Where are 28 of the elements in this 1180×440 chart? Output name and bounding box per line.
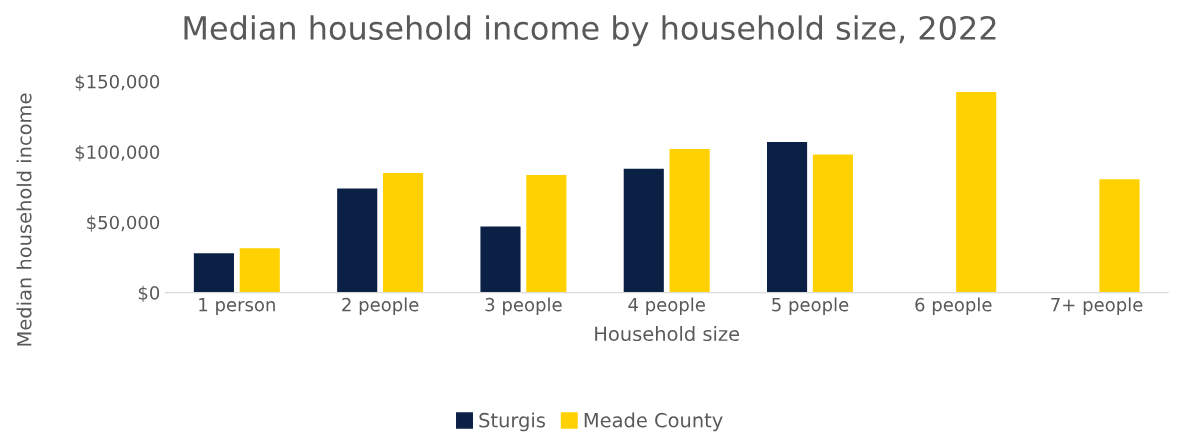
y-tick-label: $150,000 — [75, 74, 160, 91]
bar — [669, 148, 710, 293]
bar — [480, 226, 521, 293]
bar — [239, 248, 280, 293]
legend-label: Sturgis — [479, 412, 545, 432]
bar — [526, 175, 567, 293]
x-tick-label: 1 person — [199, 298, 275, 315]
chart-title: Median household income by household size, 2022 — [184, 15, 996, 47]
x-tick-label: 2 people — [342, 297, 419, 315]
bar — [382, 172, 424, 293]
x-tick-label: 7+ people — [1051, 297, 1143, 315]
y-tick-label: $50,000 — [87, 215, 160, 232]
bar — [193, 253, 234, 293]
x-axis-title: Household size — [595, 326, 740, 342]
x-tick-label: 5 people — [772, 297, 849, 315]
x-tick-label: 3 people — [485, 297, 562, 315]
bar — [623, 168, 664, 293]
bar — [1099, 179, 1140, 293]
y-axis-title: Median household income — [16, 93, 32, 346]
bar — [337, 188, 378, 293]
y-tick-label: $100,000 — [75, 144, 160, 162]
legend-label: Meade County — [584, 412, 723, 432]
bar — [767, 141, 808, 293]
bar — [812, 154, 853, 293]
x-tick-label: 4 people — [628, 297, 705, 315]
x-tick-label: 6 people — [915, 297, 992, 315]
y-tick-label: $0 — [138, 285, 160, 303]
bar — [956, 91, 997, 293]
